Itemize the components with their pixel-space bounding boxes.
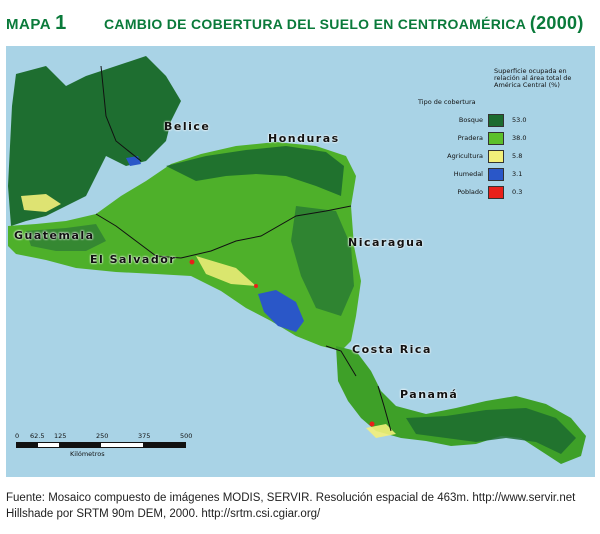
legend-swatch-grassland [488, 132, 504, 145]
legend-label: Agricultura [447, 152, 483, 160]
border-guatemala-honduras [95, 213, 182, 259]
border-guatemala-belize [100, 65, 142, 162]
scale-tick: 375 [138, 432, 151, 440]
legend-row-urban: Poblado 0.3 [408, 186, 588, 200]
label-el-salvador: El Salvador [90, 253, 177, 266]
legend-value: 38.0 [512, 134, 527, 142]
legend-swatch-urban [488, 186, 504, 199]
legend-label: Poblado [457, 188, 483, 196]
legend-value: 5.8 [512, 152, 523, 160]
source-line-1: Fuente: Mosaico compuesto de imágenes MO… [6, 492, 576, 504]
legend-heading: Superficie ocupada en relación al área t… [494, 67, 572, 89]
yucatan-landmass [8, 56, 181, 226]
nicaragua-forest [291, 206, 354, 316]
agriculture-patch-pacific [196, 256, 256, 286]
border-costa-rica-panama [377, 385, 392, 432]
label-costa-rica: Costa Rica [352, 343, 432, 356]
scale-tick: 250 [96, 432, 109, 440]
map-label: MAPA 1 [6, 12, 67, 35]
legend-swatch-agriculture [488, 150, 504, 163]
legend-value: 53.0 [512, 116, 527, 124]
legend-swatch-wetland [488, 168, 504, 181]
scale-tick: 500 [180, 432, 193, 440]
urban-dot-managua [254, 284, 258, 288]
urban-dot-san-jose [369, 421, 375, 427]
map-number: 1 [55, 12, 67, 34]
legend-label: Humedal [453, 170, 483, 178]
scale-segment [143, 443, 185, 447]
legend-row-wetland: Humedal 3.1 [408, 168, 588, 182]
label-guatemala: Guatemala [14, 229, 95, 242]
agriculture-patch-costa-rica [366, 424, 396, 438]
scale-bar: 0 62.5 125 250 375 500 Kilómetros [15, 432, 196, 466]
land-cover-map: Belice Honduras Guatemala El Salvador Ni… [6, 46, 595, 477]
legend-value: 3.1 [512, 170, 523, 178]
panama-forest [406, 408, 576, 454]
scale-tick: 62.5 [30, 432, 45, 440]
map-legend: Superficie ocupada en relación al área t… [408, 66, 588, 216]
guatemala-forest [26, 224, 106, 251]
legend-value: 0.3 [512, 188, 523, 196]
map-title-text: CAMBIO DE COBERTURA DEL SUELO EN CENTROA… [104, 16, 526, 32]
lake-nicaragua [258, 290, 304, 332]
agriculture-patch-guatemala [21, 194, 61, 212]
legend-label: Pradera [457, 134, 483, 142]
border-nicaragua-costa-rica [325, 345, 357, 377]
label-honduras: Honduras [268, 132, 340, 145]
map-label-text: MAPA [6, 16, 52, 33]
legend-label: Bosque [458, 116, 483, 124]
urban-dot-san-salvador [189, 259, 195, 265]
legend-row-forest: Bosque 53.0 [408, 114, 588, 128]
scale-tick: 0 [15, 432, 20, 440]
legend-row-grassland: Pradera 38.0 [408, 132, 588, 146]
label-panama: Panamá [400, 388, 459, 401]
scale-segment [17, 443, 38, 447]
legend-subheading: Tipo de cobertura [418, 98, 476, 106]
scale-unit: Kilómetros [70, 450, 105, 458]
legend-row-agriculture: Agricultura 5.8 [408, 150, 588, 164]
map-year: (2000) [529, 13, 584, 33]
map-header: MAPA 1 CAMBIO DE COBERTURA DEL SUELO EN C… [6, 8, 596, 34]
land-cover-map-image [8, 56, 586, 464]
legend-swatch-forest [488, 114, 504, 127]
map-source: Fuente: Mosaico compuesto de imágenes MO… [6, 490, 596, 522]
label-nicaragua: Nicaragua [348, 236, 425, 249]
map-title: CAMBIO DE COBERTURA DEL SUELO EN CENTROA… [104, 13, 584, 34]
honduras-forest [166, 146, 344, 196]
scale-segment [59, 443, 101, 447]
scale-bar-graphic [16, 442, 186, 448]
border-honduras-nicaragua [180, 205, 352, 259]
scale-tick: 125 [54, 432, 67, 440]
source-line-2: Hillshade por SRTM 90m DEM, 2000. http:/… [6, 508, 321, 520]
label-belize: Belice [164, 120, 211, 133]
